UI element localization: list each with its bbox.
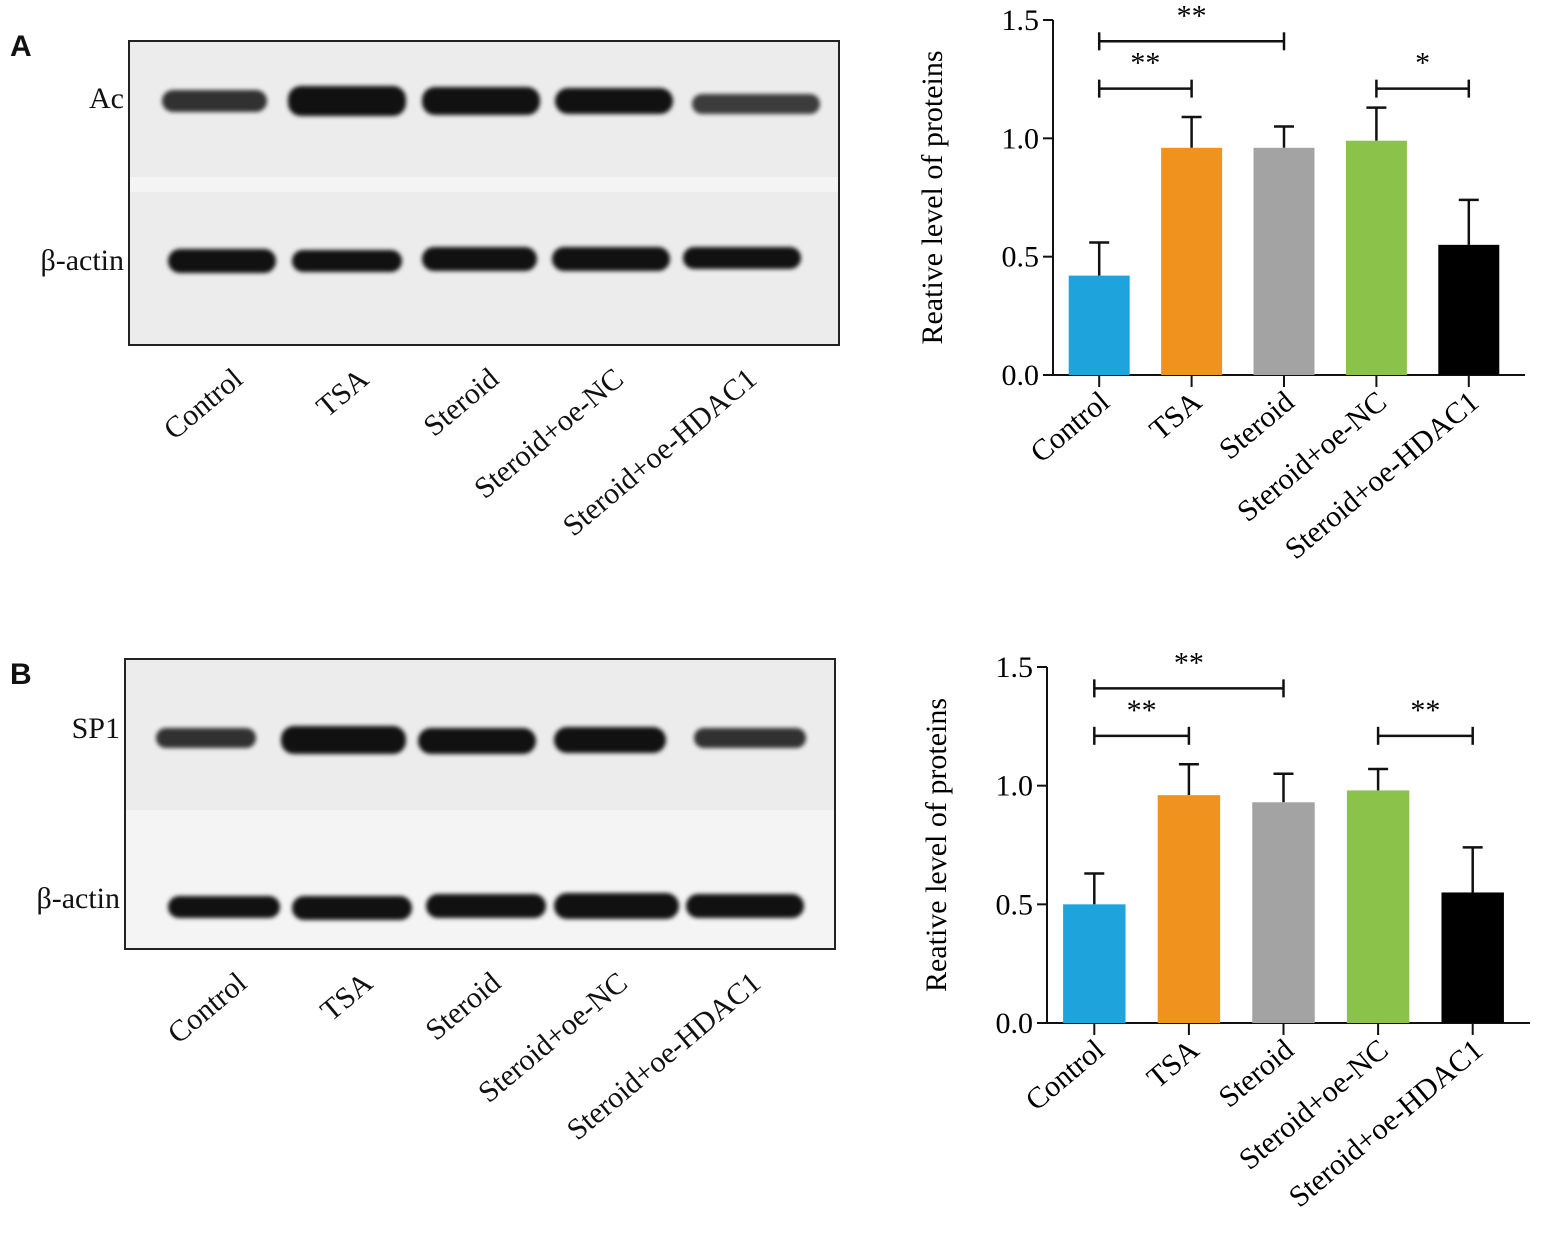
bar: [1068, 275, 1130, 375]
y-tick-label: 1.5: [996, 651, 1034, 684]
bar: [1063, 904, 1126, 1023]
blot-band: [281, 726, 406, 754]
blot-band: [686, 894, 804, 918]
blot-band: [292, 896, 412, 920]
x-tick-label: Control: [1024, 385, 1115, 469]
bar-chart-b: 0.0 0.5 1.0 1.5 Reative level of proteins Con…: [920, 646, 1530, 1214]
blot-band: [694, 728, 806, 748]
blot-band: [426, 894, 546, 918]
western-blot-a: [128, 40, 840, 346]
x-tick-label: Control: [1019, 1033, 1110, 1117]
x-tick-label: Steroid: [1213, 385, 1301, 466]
blot-band: [555, 88, 673, 114]
lane-label: Steroid: [417, 361, 506, 443]
lane-label: Control: [157, 361, 250, 447]
blot-target-label: SP1: [71, 712, 120, 745]
bar: [1441, 892, 1504, 1023]
blot-band: [288, 86, 406, 116]
bar: [1157, 795, 1221, 1023]
lane-label: Steroid: [419, 965, 508, 1047]
significance-label: **: [1174, 646, 1204, 679]
y-tick-label: 1.5: [1002, 4, 1040, 37]
y-tick-label: 0.5: [1002, 241, 1040, 274]
blot-band: [422, 87, 540, 115]
blot-band: [418, 728, 536, 754]
lane-label: Control: [161, 965, 254, 1051]
blot-band: [554, 893, 679, 919]
lane-label: TSA: [314, 965, 380, 1028]
significance-label: **: [1127, 694, 1157, 727]
y-tick-label: 0.0: [1002, 359, 1040, 392]
panel-letter-b: B: [10, 658, 32, 691]
blot-band: [156, 728, 256, 748]
blot-band: [692, 94, 820, 114]
lane-label: TSA: [310, 361, 376, 424]
blot-band: [292, 250, 402, 272]
bar: [1346, 790, 1410, 1023]
significance-label: **: [1177, 0, 1207, 32]
x-tick-label: TSA: [1141, 1033, 1206, 1095]
bar: [1161, 147, 1223, 375]
significance-label: **: [1130, 47, 1160, 80]
panel-letter-a: A: [10, 30, 32, 63]
bar: [1253, 147, 1315, 375]
y-tick-label: 0.0: [996, 1007, 1034, 1040]
y-tick-label: 0.5: [996, 888, 1034, 921]
bar: [1438, 244, 1500, 375]
blot-band: [168, 896, 280, 918]
western-blot-b: [124, 658, 836, 950]
y-tick-label: 1.0: [1002, 122, 1040, 155]
bar: [1345, 140, 1407, 375]
blot-control-label: β-actin: [36, 882, 120, 915]
blot-band: [422, 247, 537, 271]
significance-label: **: [1410, 694, 1440, 727]
y-axis-label: Reative level of proteins: [916, 50, 949, 344]
blot-control-label: β-actin: [40, 244, 124, 277]
x-tick-label: TSA: [1143, 385, 1208, 447]
blot-band: [683, 247, 801, 269]
blot-band: [168, 249, 276, 273]
bar: [1252, 802, 1315, 1023]
blot-band: [554, 727, 666, 753]
bar-chart-a: 0.0 0.5 1.0 1.5 Reative level of proteins Con…: [916, 0, 1525, 566]
y-axis-label: Reative level of proteins: [920, 698, 953, 992]
blot-band: [162, 90, 267, 112]
significance-label: *: [1415, 47, 1430, 80]
blot-band: [552, 247, 670, 271]
x-tick-label: Steroid: [1212, 1033, 1300, 1114]
blot-target-label: Ac: [89, 82, 124, 115]
y-tick-label: 1.0: [996, 770, 1034, 803]
